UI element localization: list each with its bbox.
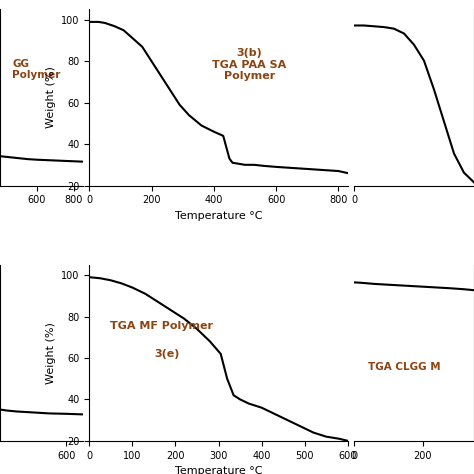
X-axis label: Temperature °C: Temperature °C [175,466,262,474]
Text: GG
Polymer: GG Polymer [12,59,61,81]
Text: TGA CLGG M: TGA CLGG M [368,362,441,372]
Text: TGA MF Polymer: TGA MF Polymer [110,321,213,331]
Y-axis label: Weight (%): Weight (%) [46,322,55,384]
Text: 3(b)
TGA PAA SA
Polymer: 3(b) TGA PAA SA Polymer [212,48,287,82]
Y-axis label: Weight (%): Weight (%) [46,66,55,128]
X-axis label: Temperature °C: Temperature °C [175,211,262,221]
Text: 3(e): 3(e) [154,349,179,359]
